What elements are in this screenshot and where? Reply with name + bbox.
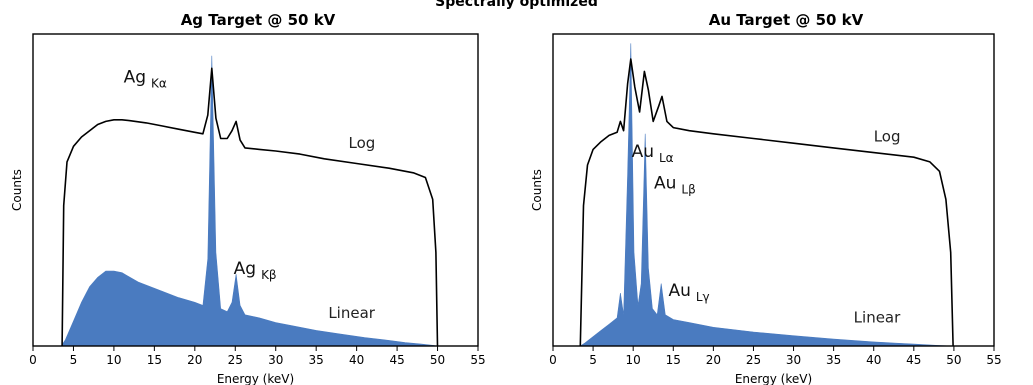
x-tick-label: 45 <box>389 353 404 367</box>
x-tick-label: 50 <box>430 353 445 367</box>
chart-title: Au Target @ 50 kV <box>709 11 864 29</box>
peak-label: Au Lα <box>632 142 674 165</box>
series-linear-area <box>60 55 438 347</box>
x-tick-label: 15 <box>147 353 162 367</box>
x-tick-label: 20 <box>706 353 721 367</box>
series-linear-area <box>580 43 954 347</box>
peak-label: Ag Kβ <box>234 259 277 282</box>
page-title: Spectrally optimized <box>435 0 598 10</box>
x-axis-label: Energy (keV) <box>217 372 294 385</box>
peak-label: Au Lβ <box>654 173 696 196</box>
x-tick-label: 20 <box>187 353 202 367</box>
x-tick-label: 0 <box>29 353 37 367</box>
peak-label: Ag Kα <box>124 67 167 90</box>
x-tick-label: 5 <box>589 353 597 367</box>
chart-title: Ag Target @ 50 kV <box>181 11 336 29</box>
chart-panel-ag: Ag Target @ 50 kV 0 5 10 15 20 25 30 35 40 45 50 55 E… <box>0 0 516 385</box>
y-axis-label: Counts <box>10 169 24 211</box>
x-tick-label: 10 <box>626 353 641 367</box>
x-tick-label: 45 <box>906 353 921 367</box>
x-tick-label: 0 <box>549 353 557 367</box>
peak-label: Au Lγ <box>668 281 709 304</box>
curve-label: Log <box>874 128 901 146</box>
x-tick-label: 25 <box>228 353 243 367</box>
x-tick-label: 40 <box>349 353 364 367</box>
x-tick-label: 55 <box>986 353 1001 367</box>
x-tick-label: 5 <box>70 353 78 367</box>
y-axis-label: Counts <box>530 169 544 211</box>
x-tick-label: 35 <box>309 353 324 367</box>
plot-frame <box>552 33 995 347</box>
chart-ag-target: Ag Target @ 50 kV 0 5 10 15 20 25 30 35 40 45 50 55 E… <box>10 11 486 385</box>
chart-panel-au: Au Target @ 50 kV 0 5 10 15 20 25 30 35 40 45 50 55 E… <box>516 0 1033 385</box>
chart-au-target: Au Target @ 50 kV 0 5 10 15 20 25 30 35 40 45 50 55 E… <box>530 11 1002 385</box>
curve-label: Log <box>349 134 376 152</box>
curve-label: Linear <box>854 309 901 327</box>
x-tick-label: 30 <box>268 353 283 367</box>
x-tick-label: 55 <box>470 353 485 367</box>
x-tick-label: 50 <box>946 353 961 367</box>
curve-label: Linear <box>328 304 375 322</box>
x-tick-label: 25 <box>746 353 761 367</box>
plot-frame <box>32 33 479 347</box>
series-log-line <box>61 67 439 347</box>
x-tick-label: 35 <box>826 353 841 367</box>
x-tick-label: 30 <box>786 353 801 367</box>
x-tick-label: 40 <box>866 353 881 367</box>
x-tick-label: 10 <box>106 353 121 367</box>
series-log-line <box>579 58 954 347</box>
x-axis-label: Energy (keV) <box>735 372 812 385</box>
x-tick-label: 15 <box>666 353 681 367</box>
